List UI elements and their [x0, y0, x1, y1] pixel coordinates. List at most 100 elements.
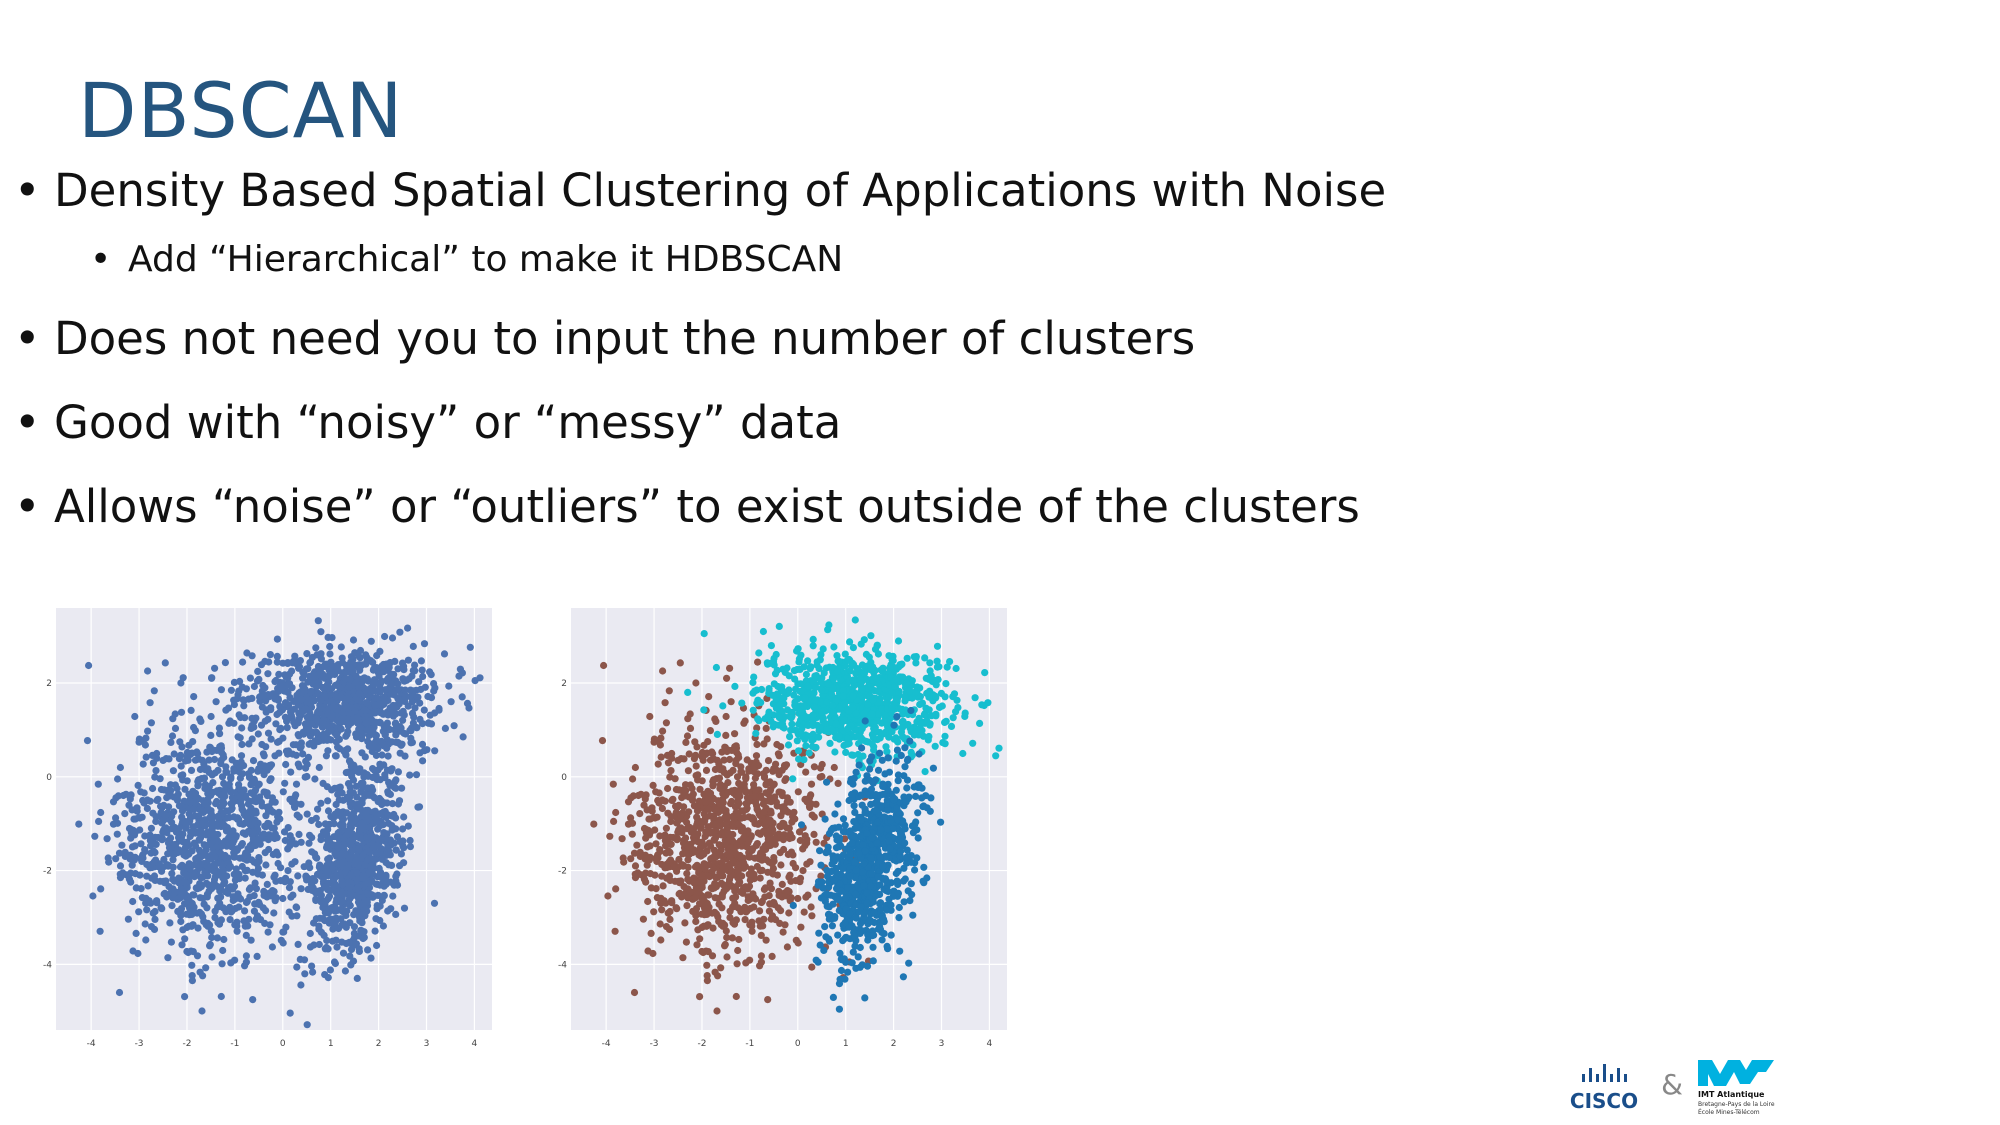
data-point [251, 787, 259, 795]
data-point [727, 698, 735, 706]
data-point [791, 698, 799, 706]
data-point [730, 920, 739, 928]
data-point [702, 901, 711, 909]
data-point [394, 800, 402, 808]
data-point [191, 812, 199, 820]
data-point [369, 680, 377, 688]
data-point [196, 894, 204, 902]
data-point [684, 688, 692, 696]
data-point [637, 790, 645, 798]
data-point [276, 702, 284, 710]
data-point [350, 923, 358, 931]
data-point [760, 915, 768, 923]
data-point [284, 867, 292, 875]
data-point [267, 735, 275, 743]
data-point [406, 843, 414, 851]
data-point [642, 834, 650, 842]
data-point [731, 730, 739, 738]
data-point [314, 617, 322, 625]
data-point [144, 882, 152, 890]
data-point [233, 927, 241, 935]
data-point [243, 866, 251, 874]
data-point [181, 878, 189, 887]
data-point [312, 644, 320, 652]
data-point [273, 658, 281, 666]
data-point [678, 893, 686, 901]
data-point [306, 658, 315, 666]
data-point [685, 750, 693, 758]
data-point [352, 733, 361, 741]
data-point [243, 649, 251, 657]
data-point [281, 713, 289, 721]
data-point [362, 719, 370, 727]
data-point [143, 804, 151, 813]
data-point [147, 923, 156, 931]
data-point [384, 788, 392, 796]
data-point [286, 694, 294, 702]
data-point [200, 774, 209, 782]
data-point [294, 701, 303, 709]
data-point [797, 923, 805, 931]
data-point [216, 730, 224, 738]
data-point [147, 824, 155, 832]
data-point [242, 849, 250, 857]
data-point [168, 818, 176, 826]
data-point [264, 836, 272, 844]
data-point [134, 781, 142, 789]
data-point [780, 845, 788, 854]
data-point [276, 708, 284, 716]
data-point [715, 850, 724, 858]
data-point [766, 879, 774, 887]
data-point [688, 794, 696, 802]
data-point [349, 776, 358, 784]
data-point [364, 737, 372, 745]
data-point [713, 756, 721, 764]
data-point [628, 819, 637, 827]
data-point [333, 705, 341, 713]
data-point [303, 874, 311, 882]
data-point [658, 796, 666, 804]
data-point [163, 893, 171, 901]
data-point [667, 840, 675, 848]
scatter-plot-clustered: -4 -3 -2 -1 0 1 2 3 4 2 0 -2 -4 [555, 600, 1015, 1070]
data-point [954, 704, 962, 712]
data-point [229, 827, 237, 835]
data-point [217, 760, 225, 768]
data-point [903, 784, 911, 792]
data-point [351, 933, 359, 942]
data-point [762, 936, 770, 944]
data-point [734, 866, 742, 875]
data-point [309, 673, 317, 682]
data-point [917, 720, 925, 728]
data-point [240, 762, 248, 770]
data-point [754, 658, 762, 666]
data-point [212, 698, 220, 706]
data-point [631, 862, 640, 870]
data-point [349, 636, 358, 644]
data-point [177, 917, 185, 926]
data-point [347, 814, 355, 822]
data-point [196, 880, 204, 888]
data-point [785, 909, 793, 917]
data-point [157, 809, 165, 817]
data-point [371, 720, 379, 728]
data-point [338, 654, 346, 662]
data-point [159, 817, 167, 825]
data-point [840, 716, 848, 724]
data-point [404, 624, 412, 632]
data-point [758, 685, 766, 694]
data-point [415, 803, 424, 811]
data-point [96, 927, 104, 935]
data-point [800, 756, 808, 764]
data-point [254, 730, 262, 738]
data-point [175, 879, 183, 887]
data-point [306, 739, 315, 747]
data-point [830, 708, 838, 716]
data-point [612, 885, 620, 893]
data-point [783, 887, 792, 895]
data-point [839, 692, 847, 700]
data-point [270, 824, 278, 832]
data-point [712, 833, 720, 841]
data-point [817, 861, 825, 869]
data-point [304, 665, 312, 673]
